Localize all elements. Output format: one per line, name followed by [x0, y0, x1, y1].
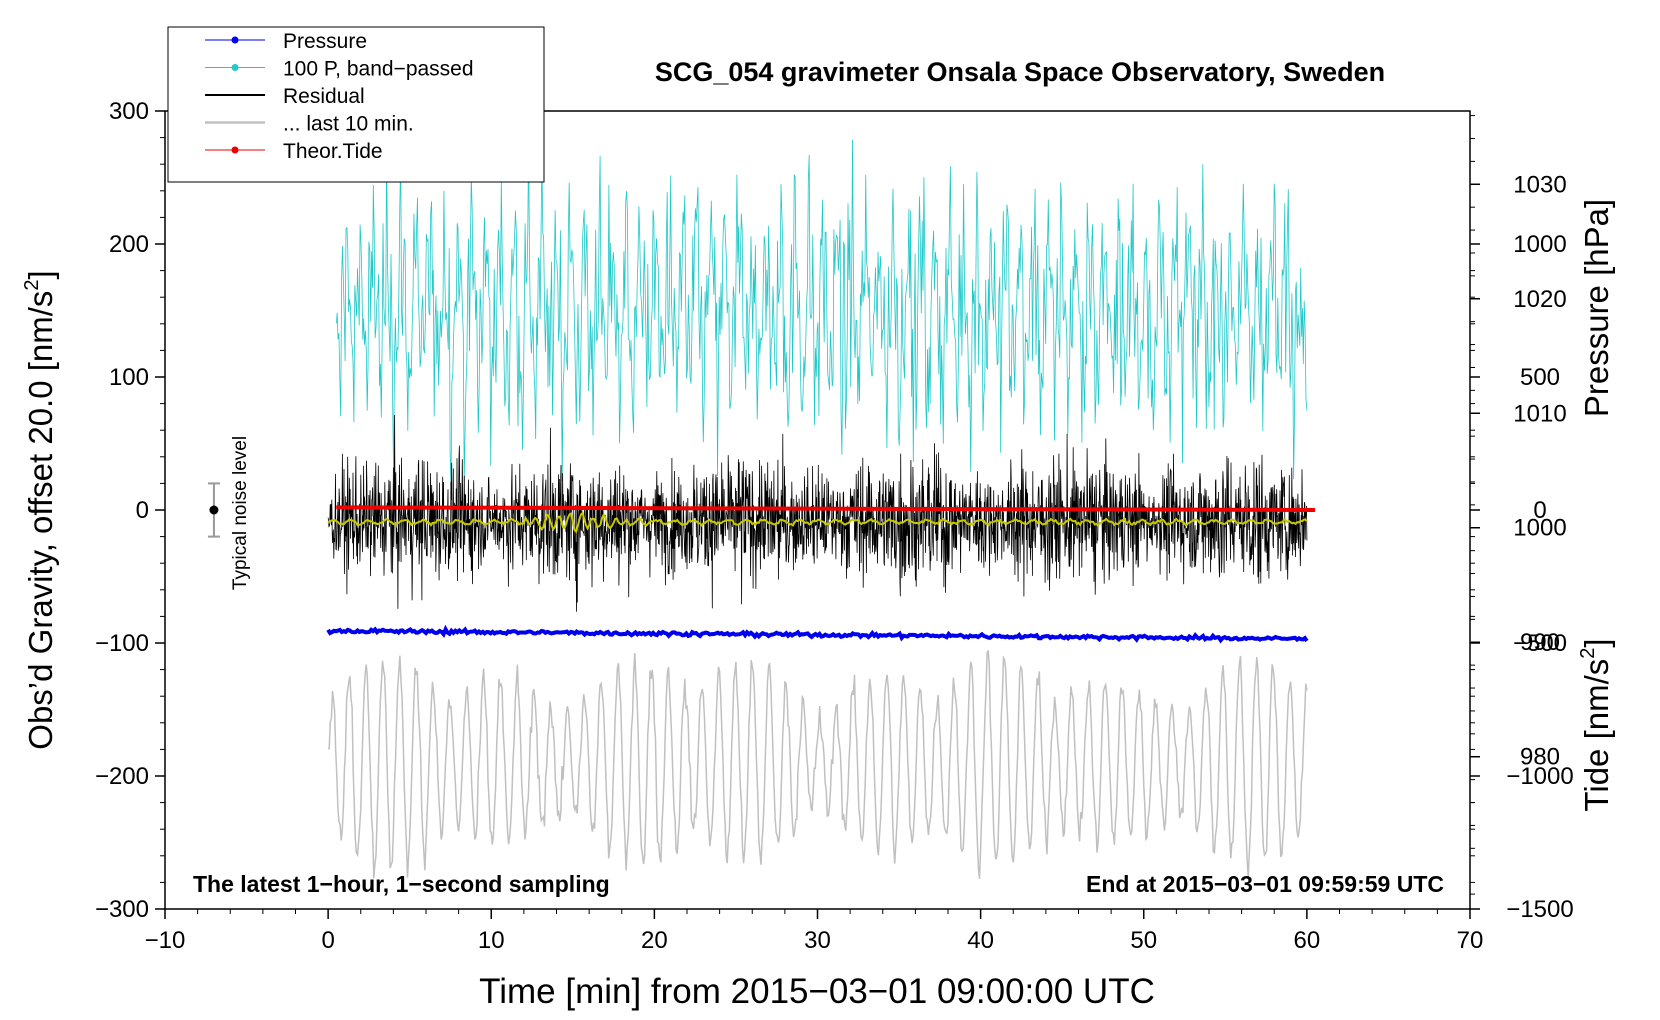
x-tick-label: 0: [321, 927, 334, 954]
legend-swatch-marker: [231, 36, 239, 44]
y-tick-label: 0: [136, 497, 149, 524]
pressure-tick-label: 1030: [1513, 171, 1566, 198]
y-axis-label: Obs’d Gravity, offset 20.0 [nm/s2]: [21, 270, 59, 749]
x-tick-label: 40: [967, 927, 994, 954]
legend-label: Pressure: [283, 30, 367, 53]
tide-axis: −1500 −1000 −500 0 500 1000: [1470, 231, 1574, 923]
y-tick-label: 300: [109, 98, 149, 125]
series-line-bandpassed-pressure: [335, 137, 1308, 488]
legend-swatch-marker: [231, 64, 239, 71]
y-axis-label-superscript: 2: [21, 279, 43, 290]
x-axis: −10 0 10 20 30 40 50 60 70: [145, 909, 1484, 954]
y-tick-label: −300: [95, 896, 149, 923]
noise-level-indicator: [207, 482, 220, 538]
tide-tick-label: −1000: [1506, 763, 1573, 790]
y-tick-label: −200: [95, 763, 149, 790]
tide-axis-label-superscript: 2: [1577, 648, 1599, 659]
y-axis-label-text: Obs’d Gravity, offset 20.0 [nm/s: [22, 291, 59, 750]
tide-tick-label: 1000: [1513, 231, 1566, 258]
legend-label: ... last 10 min.: [283, 113, 414, 136]
x-tick-label: 10: [478, 927, 505, 954]
legend-swatch-marker: [231, 146, 239, 154]
y-tick-label: −100: [95, 630, 149, 657]
x-tick-label: 20: [641, 927, 668, 954]
x-tick-label: 50: [1130, 927, 1157, 954]
annotation-sampling: The latest 1−hour, 1−second sampling: [193, 871, 610, 897]
legend-label: 100 P, band−passed: [283, 58, 474, 81]
tide-axis-label-tail: ]: [1578, 638, 1615, 647]
tide-tick-label: −1500: [1506, 896, 1573, 923]
pressure-tick-label: 1010: [1513, 400, 1566, 427]
pressure-axis: 980 990 1000 1010 1020 1030: [1470, 115, 1567, 895]
x-tick-label: 70: [1457, 927, 1484, 954]
noise-level-label: Typical noise level: [230, 436, 251, 590]
x-axis-label: Time [min] from 2015−03−01 09:00:00 UTC: [479, 972, 1155, 1011]
series-line-last-10-min: [328, 650, 1308, 879]
legend-label: Theor.Tide: [283, 140, 383, 163]
x-tick-label: 30: [804, 927, 831, 954]
noise-center-marker: [209, 505, 219, 515]
series-line-pressure: [326, 624, 1309, 644]
annotation-end-time: End at 2015−03−01 09:59:59 UTC: [1086, 871, 1444, 897]
x-tick-label: 60: [1294, 927, 1321, 954]
pressure-tick-label: 1000: [1513, 515, 1566, 542]
legend-box: [167, 26, 545, 183]
tide-axis-label: Tide [nm/s2]: [1577, 638, 1615, 811]
tide-tick-label: −500: [1513, 630, 1567, 657]
series-line-theoretical-tide: [336, 505, 1316, 512]
y-axis: −300 −200 −100 0 100 200 300: [95, 98, 165, 923]
series-line-smoothed-residual: [327, 511, 1308, 534]
chart-title: SCG_054 gravimeter Onsala Space Observat…: [655, 57, 1385, 87]
pressure-tick-label: 980: [1520, 744, 1560, 771]
legend: Pressure 100 P, band−passed Residual ... la…: [167, 26, 545, 183]
tide-tick-label: 0: [1533, 497, 1546, 524]
series-line-residual: [327, 414, 1308, 612]
legend-label: Residual: [283, 85, 365, 108]
y-tick-label: 100: [109, 364, 149, 391]
x-tick-label: −10: [145, 927, 186, 954]
tide-tick-label: 500: [1520, 364, 1560, 391]
pressure-tick-label: 990: [1520, 629, 1560, 656]
y-axis-label-tail: ]: [22, 270, 59, 279]
y-tick-label: 200: [109, 231, 149, 258]
pressure-axis-label: Pressure [hPa]: [1578, 199, 1615, 417]
series-layer: [326, 137, 1316, 879]
pressure-tick-label: 1020: [1513, 286, 1566, 313]
tide-axis-label-text: Tide [nm/s: [1578, 659, 1615, 812]
